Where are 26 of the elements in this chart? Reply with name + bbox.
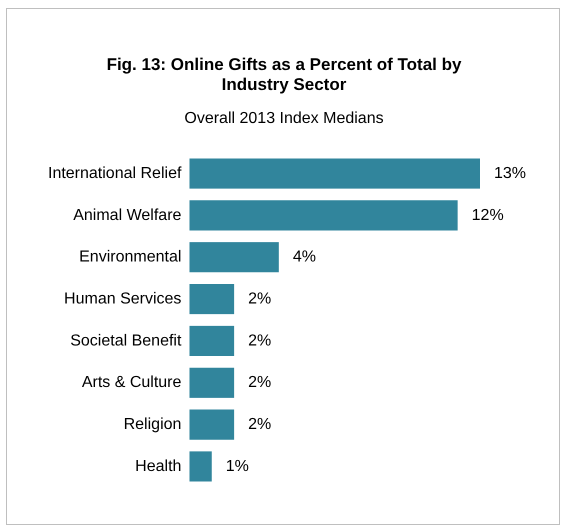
data-label: 4% [292, 248, 316, 266]
y-tick-label: Health [135, 458, 182, 475]
y-tick-label: Human Services [64, 290, 182, 308]
y-tick-label: Religion [124, 416, 182, 434]
data-label: 1% [226, 458, 249, 475]
y-tick-label: Arts & Culture [82, 374, 182, 392]
data-label: 13% [494, 164, 526, 182]
y-tick-label: Environmental [79, 248, 182, 266]
data-label: 2% [248, 416, 272, 434]
bar [189, 368, 234, 398]
data-label: 2% [248, 290, 272, 308]
bar [189, 158, 480, 189]
bar [189, 200, 458, 230]
bar [189, 284, 234, 314]
data-label: 12% [472, 206, 504, 224]
y-tick-label: Animal Welfare [73, 206, 182, 224]
y-tick-label: Societal Benefit [70, 332, 182, 350]
bar [189, 410, 234, 440]
chart-subtitle: Overall 2013 Index Medians [183, 110, 385, 128]
bar [189, 326, 234, 356]
y-tick-label: International Relief [48, 164, 182, 182]
data-label: 2% [248, 332, 272, 350]
chart-title: Fig. 13: Online Gifts as a Percent of Total by Industry Sector [106, 55, 462, 95]
bar [189, 451, 212, 482]
data-label: 2% [248, 374, 272, 392]
bar [189, 242, 279, 272]
